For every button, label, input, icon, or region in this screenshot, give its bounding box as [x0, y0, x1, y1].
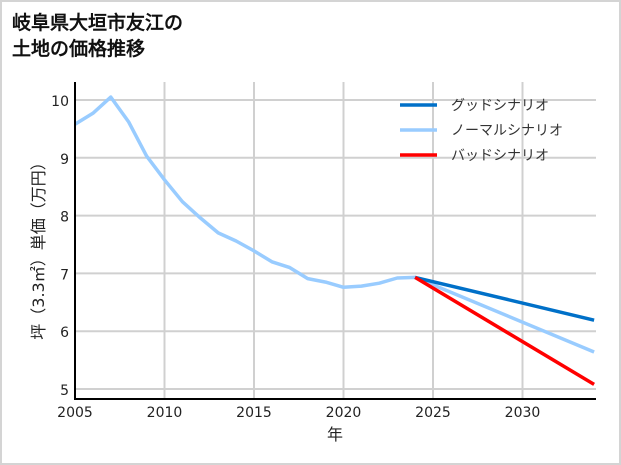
series-line	[414, 275, 595, 386]
x-tick-label: 2030	[505, 405, 541, 421]
y-tick-label: 5	[60, 383, 69, 399]
y-tick-label: 9	[60, 152, 69, 168]
series-line	[74, 95, 595, 354]
axes	[74, 82, 596, 400]
legend-label: グッドシナリオ	[451, 98, 549, 114]
y-tick-label: 10	[51, 94, 69, 110]
title-line-1: 岐阜県大垣市友江の	[12, 12, 184, 34]
series-lines	[74, 95, 595, 386]
series-line	[414, 275, 595, 322]
x-axis-label: 年	[327, 425, 343, 444]
y-tick-label: 6	[60, 325, 69, 341]
tick-labels: 5 6 7 8 9 10 2005 2010 2015 2020 2025 2030	[51, 94, 540, 421]
x-tick-label: 2010	[147, 405, 183, 421]
legend-label: ノーマルシナリオ	[451, 123, 563, 139]
x-tick-label: 2005	[57, 405, 93, 421]
y-axis-label: 坪（3.3㎡）単価（万円）	[29, 154, 48, 339]
x-tick-label: 2025	[415, 405, 451, 421]
y-tick-label: 7	[60, 267, 69, 283]
y-tick-label: 8	[60, 210, 69, 226]
legend-label: バッドシナリオ	[451, 148, 549, 164]
x-tick-label: 2020	[326, 405, 362, 421]
title-line-2: 土地の価格推移	[12, 38, 146, 60]
chart-title: 岐阜県大垣市友江の 土地の価格推移	[12, 10, 183, 62]
x-tick-label: 2015	[236, 405, 272, 421]
